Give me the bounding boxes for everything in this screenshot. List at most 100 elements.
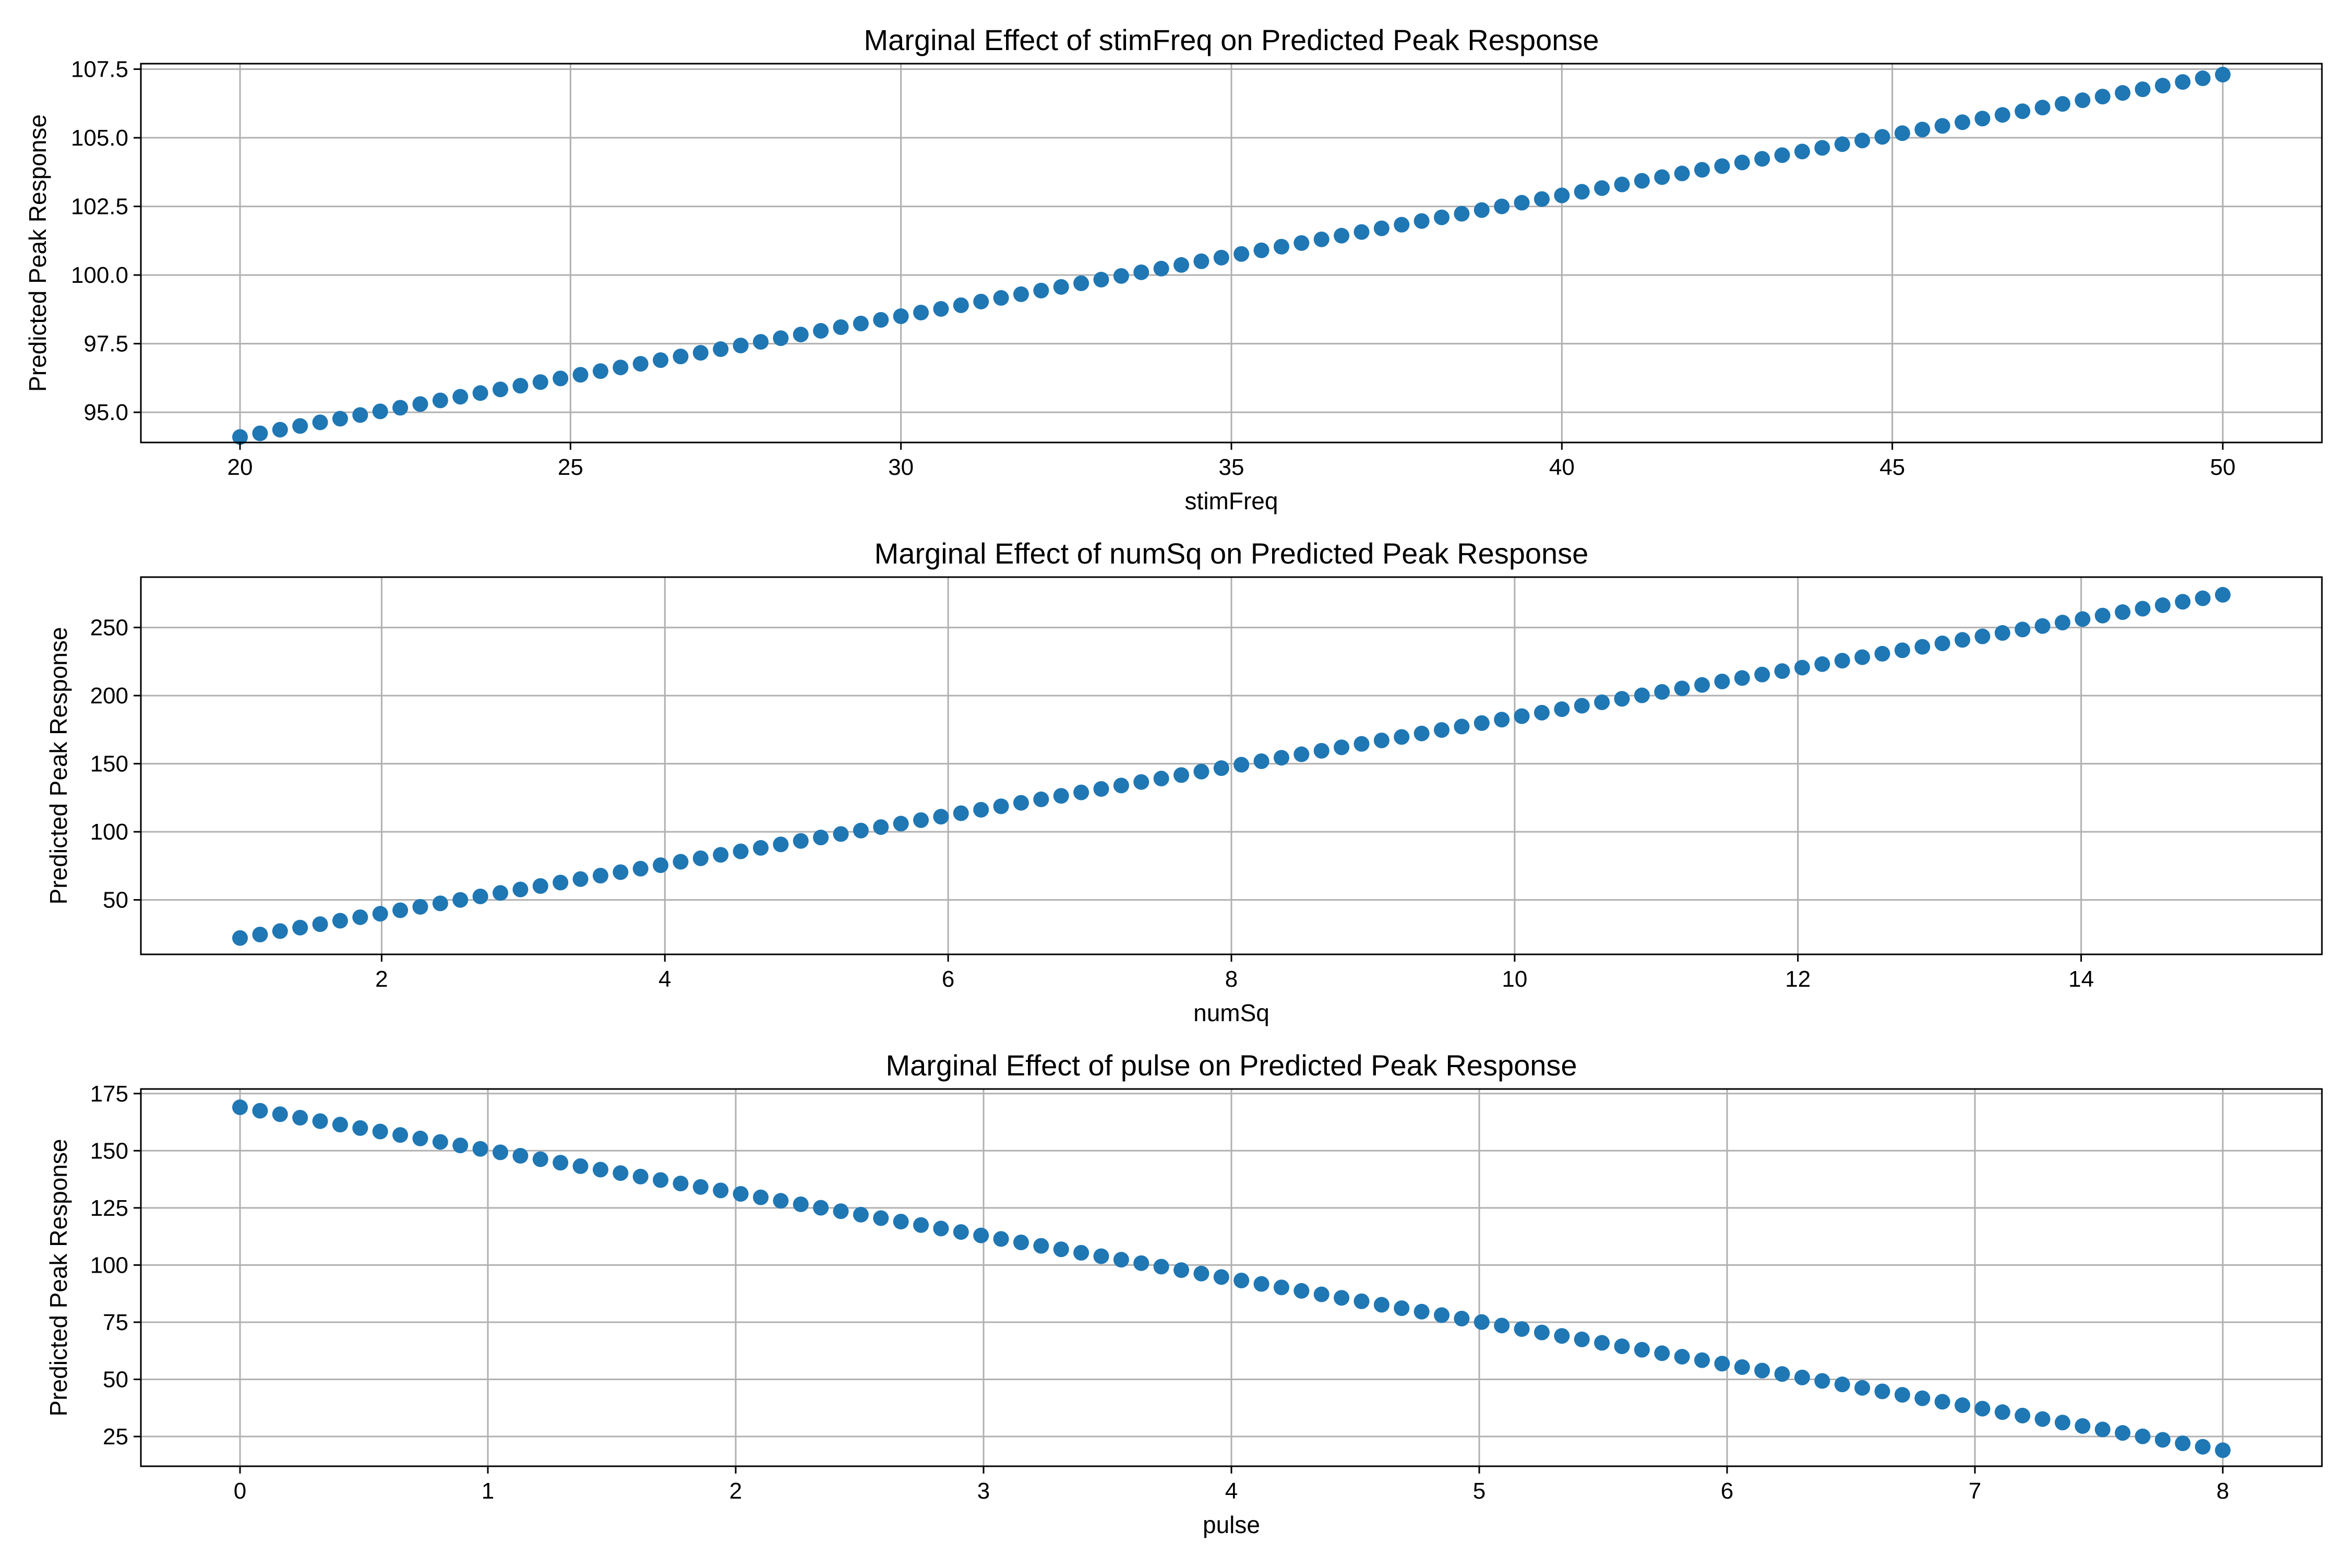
y-tick-label: 100	[90, 819, 128, 845]
data-point	[292, 418, 308, 434]
data-point	[1173, 1262, 1190, 1278]
data-point	[1313, 743, 1329, 759]
data-point	[1894, 125, 1910, 141]
data-point	[1934, 118, 1950, 134]
data-point	[1734, 154, 1750, 171]
data-point	[873, 1210, 889, 1226]
data-point	[1874, 645, 1890, 662]
data-point	[673, 349, 689, 365]
data-point	[1794, 1369, 1810, 1385]
data-point	[312, 1113, 328, 1129]
data-point	[993, 798, 1009, 815]
data-point	[1373, 220, 1389, 236]
data-point	[893, 816, 909, 832]
x-tick-label: 50	[2210, 454, 2236, 480]
x-tick-label: 4	[658, 966, 671, 992]
data-point	[1434, 1307, 1450, 1323]
data-point	[272, 422, 288, 438]
x-tick-label: 14	[2068, 966, 2094, 992]
data-point	[1213, 249, 1229, 266]
data-point	[1213, 760, 1229, 776]
data-point	[1634, 173, 1650, 189]
data-point	[893, 1214, 909, 1230]
data-point	[752, 1189, 769, 1205]
data-point	[352, 909, 368, 925]
data-point	[572, 1158, 589, 1174]
data-point	[1173, 767, 1190, 783]
data-point	[853, 316, 869, 332]
data-point	[1955, 114, 1971, 130]
data-point	[592, 868, 608, 884]
data-point	[1554, 1328, 1570, 1344]
data-point	[1514, 195, 1530, 211]
data-point	[1013, 1234, 1029, 1250]
data-point	[853, 1206, 869, 1223]
data-series	[232, 1099, 2231, 1458]
x-tick-label: 6	[942, 966, 954, 992]
data-point	[1955, 1397, 1971, 1414]
data-point	[1894, 1387, 1910, 1403]
data-point	[1674, 165, 1690, 182]
data-point	[1634, 687, 1650, 703]
data-point	[1113, 1252, 1129, 1268]
data-point	[973, 293, 989, 309]
data-point	[492, 885, 508, 901]
data-point	[1454, 719, 1470, 735]
data-point	[713, 847, 729, 863]
data-point	[1634, 1342, 1650, 1358]
data-point	[1073, 275, 1089, 291]
data-point	[2154, 78, 2171, 94]
data-point	[653, 352, 669, 368]
data-point	[1153, 260, 1169, 277]
data-point	[2054, 615, 2070, 631]
data-point	[1574, 1331, 1590, 1347]
data-point	[853, 822, 869, 839]
data-point	[532, 1151, 548, 1167]
data-point	[1994, 1404, 2010, 1420]
data-point	[2054, 1415, 2070, 1431]
data-point	[432, 1134, 448, 1150]
data-point	[1373, 732, 1389, 748]
data-point	[2175, 594, 2191, 610]
data-point	[1273, 750, 1289, 766]
data-point	[1133, 774, 1149, 790]
data-point	[1093, 781, 1109, 797]
data-point	[312, 414, 328, 430]
data-point	[1974, 111, 1991, 127]
data-point	[2215, 586, 2231, 603]
x-axis-label: pulse	[1203, 1511, 1260, 1538]
data-point	[1934, 1394, 1950, 1410]
data-point	[813, 830, 829, 846]
data-point	[1794, 143, 1810, 160]
data-point	[432, 895, 448, 912]
data-point	[1253, 1276, 1269, 1292]
data-point	[432, 392, 448, 409]
data-point	[2135, 81, 2151, 98]
data-point	[1334, 1290, 1350, 1306]
data-point	[793, 327, 809, 343]
chart-panel-1: 20 25 30 35 40 45 50 95.0 97.5 100.0 102.5 105.0 107…	[24, 23, 2323, 514]
data-point	[893, 308, 909, 324]
data-point	[692, 345, 709, 361]
data-point	[1514, 708, 1530, 724]
data-point	[532, 374, 548, 390]
x-tick-label: 4	[1225, 1478, 1238, 1504]
x-tick-label: 45	[1879, 454, 1905, 480]
data-point	[632, 860, 649, 877]
data-point	[1253, 242, 1269, 258]
data-point	[773, 330, 789, 346]
data-point	[1534, 1324, 1550, 1340]
data-point	[1474, 715, 1490, 731]
data-point	[993, 290, 1009, 306]
data-point	[1534, 704, 1550, 721]
data-point	[1614, 176, 1630, 193]
data-point	[1293, 1283, 1310, 1299]
data-point	[1955, 632, 1971, 648]
data-point	[2034, 1411, 2051, 1427]
data-point	[1694, 1352, 1710, 1368]
data-point	[2175, 74, 2191, 90]
data-point	[452, 892, 469, 908]
data-point	[1714, 674, 1730, 690]
data-point	[773, 836, 789, 853]
